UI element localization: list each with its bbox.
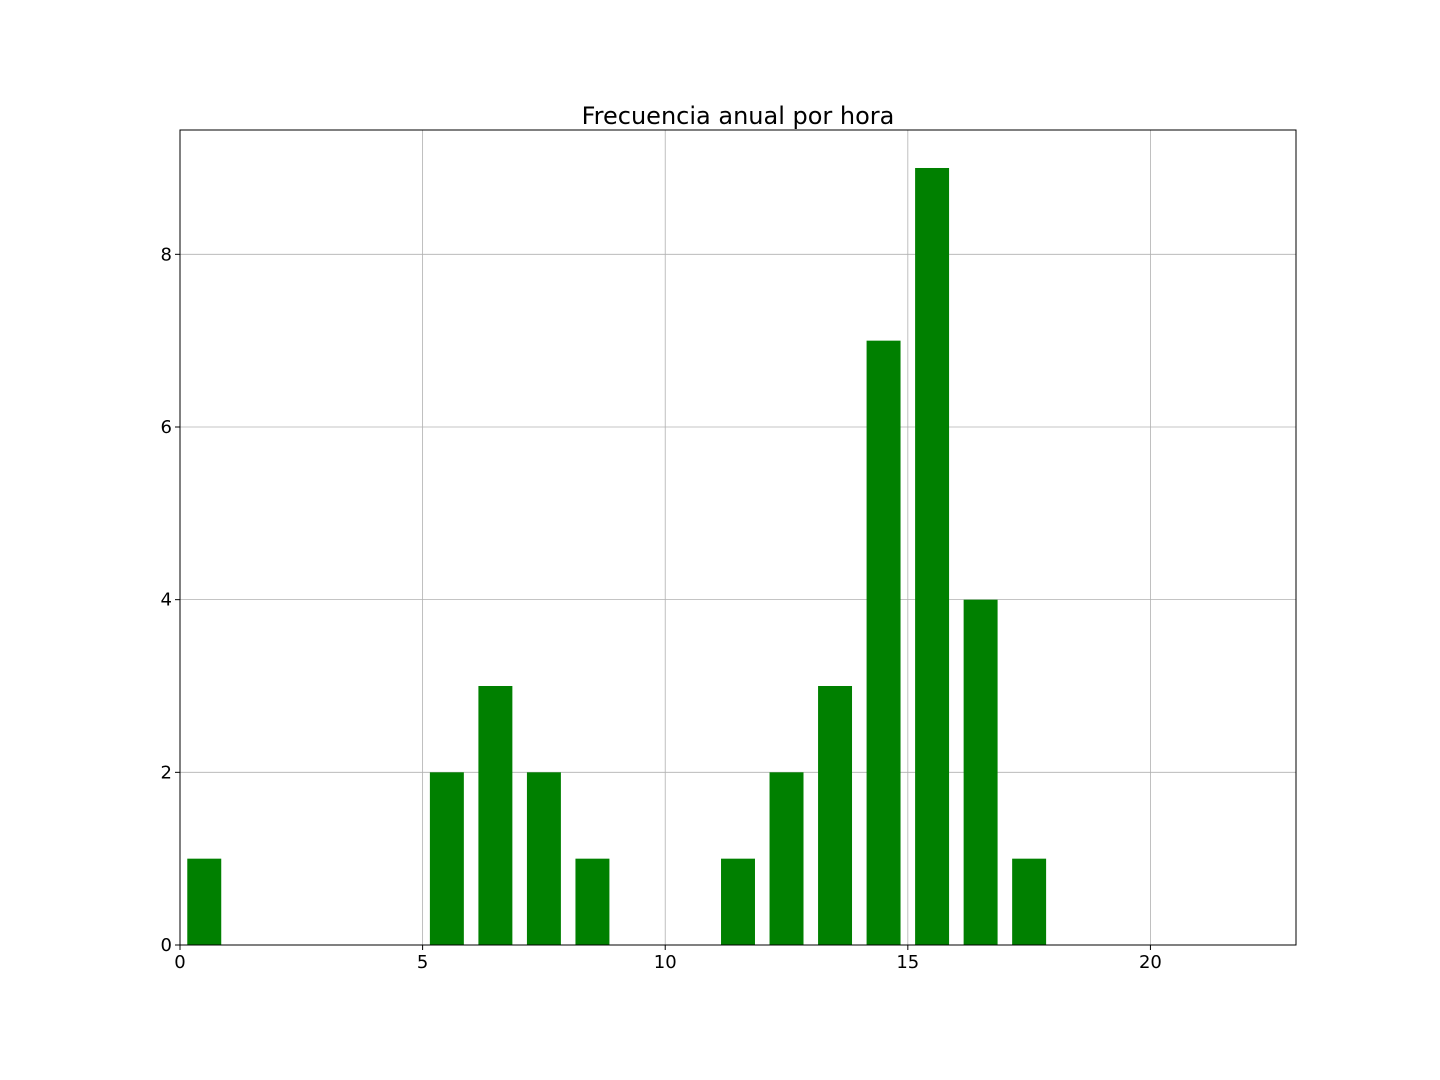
bar-hour-15 (915, 167, 950, 945)
y-tick-label: 6 (161, 417, 172, 438)
bar-hour-16 (963, 599, 998, 945)
bar-hour-7 (526, 772, 561, 945)
x-tick-label: 0 (174, 952, 185, 973)
x-tick-label: 10 (654, 952, 677, 973)
y-axis: 0 2 4 6 8 (161, 244, 180, 956)
bar-hour-0 (187, 858, 222, 945)
bar-hour-6 (478, 685, 513, 945)
chart-title: Frecuencia anual por hora (582, 102, 895, 130)
bar-hour-5 (429, 772, 464, 945)
bars (187, 167, 1047, 946)
y-tick-label: 8 (161, 244, 172, 265)
axes-frame (179, 129, 1297, 946)
x-tick-label: 5 (417, 952, 428, 973)
y-tick-label: 0 (161, 935, 172, 956)
grid (179, 130, 1296, 946)
x-axis: 0 5 10 15 20 (174, 945, 1162, 973)
bar-hour-8 (575, 858, 610, 945)
x-tick-label: 15 (896, 952, 919, 973)
bar-hour-14 (866, 340, 901, 946)
x-tick-label: 20 (1139, 952, 1162, 973)
y-tick-label: 2 (161, 762, 172, 783)
bar-hour-11 (721, 858, 755, 945)
bar-hour-17 (1012, 858, 1047, 945)
bar-hour-13 (818, 685, 853, 945)
y-tick-label: 4 (161, 590, 172, 611)
bar-hour-12 (769, 772, 804, 945)
